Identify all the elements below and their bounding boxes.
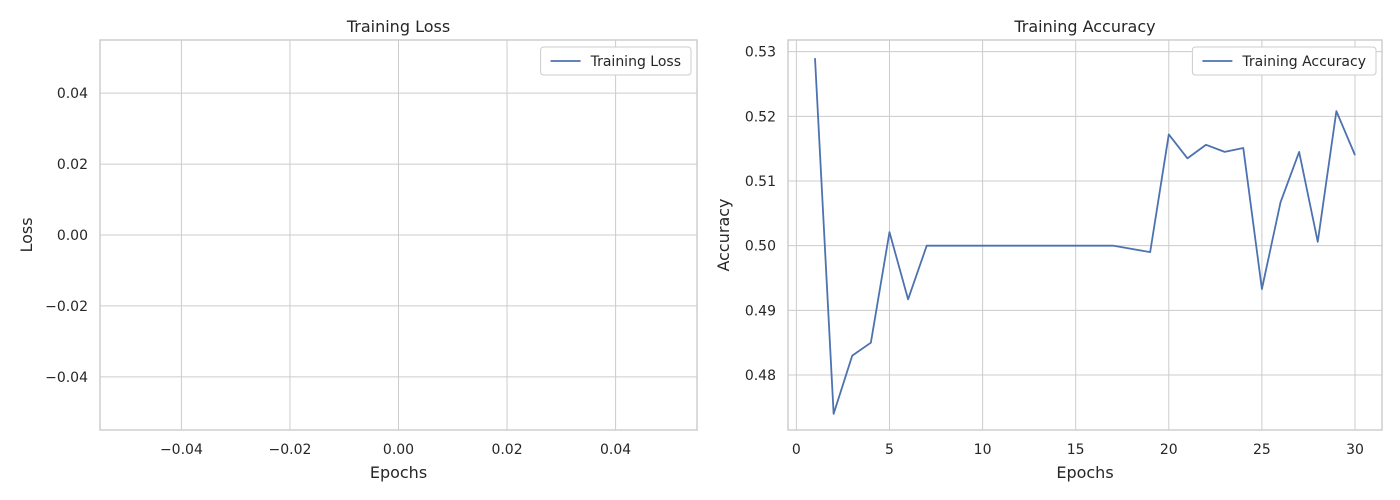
x-tick-label: 0.02 <box>491 442 522 458</box>
x-tick-label: −0.02 <box>269 442 312 458</box>
y-tick-label: 0.04 <box>57 86 88 102</box>
x-tick-label: 0.00 <box>383 442 414 458</box>
y-tick-label: −0.02 <box>45 299 88 315</box>
y-tick-label: −0.04 <box>45 370 88 386</box>
x-tick-label: −0.04 <box>160 442 203 458</box>
legend-label: Training Loss <box>590 54 681 70</box>
legend-box <box>1191 46 1377 76</box>
chart-title: Training Loss <box>346 17 450 36</box>
y-tick-label: 0.49 <box>745 303 776 319</box>
y-tick-label: 0.00 <box>57 228 88 244</box>
x-tick-label: 0.04 <box>600 442 631 458</box>
y-tick-label: 0.51 <box>745 174 776 190</box>
x-axis-label: Epochs <box>1056 463 1113 482</box>
legend: Training Accuracy <box>1191 46 1377 76</box>
plot-border <box>99 39 698 431</box>
x-tick-label: 10 <box>974 442 992 458</box>
x-axis-label: Epochs <box>370 463 427 482</box>
chart-2: 0 5 10 15 20 25 30 0.48 0.49 0.50 0.51 0.52 0.53 Trai… <box>714 17 1383 482</box>
x-tick-label: 15 <box>1067 442 1085 458</box>
legend-label: Training Accuracy <box>1241 54 1366 70</box>
plot-border <box>787 39 1383 431</box>
chart-title: Training Accuracy <box>1013 17 1155 36</box>
legend-box <box>540 46 692 76</box>
chart-1: −0.04 −0.02 0.00 0.02 0.04 −0.04 −0.02 0.00 0.02… <box>17 17 698 482</box>
y-tick-label: 0.48 <box>745 368 776 384</box>
y-tick-label: 0.02 <box>57 157 88 173</box>
y-tick-label: 0.50 <box>745 239 776 255</box>
x-tick-label: 0 <box>792 442 801 458</box>
y-axis-label: Accuracy <box>714 198 733 271</box>
y-axis-label: Loss <box>17 217 36 252</box>
y-tick-label: 0.52 <box>745 109 776 125</box>
series-line-1 <box>814 58 1356 415</box>
x-tick-label: 30 <box>1346 442 1364 458</box>
plot-area <box>787 39 1383 431</box>
legend: Training Loss <box>540 46 692 76</box>
y-tick-label: 0.53 <box>745 45 776 61</box>
x-tick-label: 25 <box>1253 442 1271 458</box>
x-tick-label: 5 <box>885 442 894 458</box>
x-tick-label: 20 <box>1160 442 1178 458</box>
